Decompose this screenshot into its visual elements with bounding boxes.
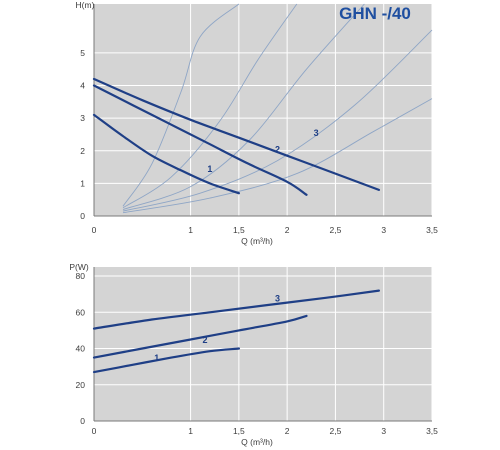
curve-1 bbox=[92, 347, 240, 374]
system-curve-5 bbox=[122, 98, 433, 214]
x-tick-label: 1 bbox=[188, 426, 193, 436]
y-tick-label: 1 bbox=[80, 178, 85, 188]
x-tick-label: 1,5 bbox=[233, 225, 245, 235]
system-curve-4 bbox=[122, 29, 433, 212]
curve-label-1: 1 bbox=[154, 353, 159, 363]
chart-title: GHN -/40 bbox=[339, 4, 411, 23]
x-tick-label: 3,5 bbox=[426, 426, 438, 436]
curve-label-2: 2 bbox=[203, 335, 208, 345]
y-tick-label: 80 bbox=[76, 271, 86, 281]
chart-panel-2: 0 1 1,5 2 2,5 3 3,5 0 20 40 60 80P(W) Q (m³/h) 1 2 3 bbox=[69, 262, 438, 447]
curve-3 bbox=[92, 289, 380, 330]
y-tick-label: 0 bbox=[80, 416, 85, 426]
x-axis-label: Q (m³/h) bbox=[241, 236, 273, 246]
curve-label-2: 2 bbox=[275, 144, 280, 154]
system-curve-2 bbox=[122, 3, 298, 209]
curve-label-3: 3 bbox=[314, 128, 319, 138]
x-tick-label: 2,5 bbox=[330, 426, 342, 436]
curve-1 bbox=[92, 113, 240, 195]
y-axis-label: H(m) bbox=[76, 0, 95, 10]
curve-2 bbox=[92, 84, 308, 196]
y-tick-label: 0 bbox=[80, 211, 85, 221]
y-tick-label: 40 bbox=[76, 344, 86, 354]
x-tick-label: 0 bbox=[92, 426, 97, 436]
x-tick-label: 1,5 bbox=[233, 426, 245, 436]
x-tick-label: 2 bbox=[285, 225, 290, 235]
y-tick-label: 60 bbox=[76, 307, 86, 317]
x-tick-label: 1 bbox=[188, 225, 193, 235]
y-tick-label: 5 bbox=[80, 48, 85, 58]
curve-2 bbox=[92, 314, 308, 359]
y-tick-label: 2 bbox=[80, 146, 85, 156]
x-tick-label: 3,5 bbox=[426, 225, 438, 235]
x-tick-label: 0 bbox=[92, 225, 97, 235]
system-curve-1 bbox=[122, 3, 240, 207]
x-tick-label: 3 bbox=[381, 225, 386, 235]
curve-3 bbox=[92, 77, 380, 191]
y-axis-label: P(W) bbox=[69, 262, 89, 272]
y-tick-label: 20 bbox=[76, 380, 86, 390]
x-axis-label: Q (m³/h) bbox=[241, 437, 273, 447]
x-tick-label: 3 bbox=[381, 426, 386, 436]
x-tick-label: 2 bbox=[285, 426, 290, 436]
x-tick-label: 2,5 bbox=[330, 225, 342, 235]
y-tick-label: 3 bbox=[80, 113, 85, 123]
plot-area bbox=[94, 4, 432, 216]
curve-label-3: 3 bbox=[275, 293, 280, 303]
plot-area bbox=[94, 267, 432, 421]
y-tick-label: 4 bbox=[80, 81, 85, 91]
curve-label-1: 1 bbox=[207, 164, 212, 174]
chart-panel-1: 0 1 1,5 2 2,5 3 3,5 0 1 2 3 4 5 H(m) Q (m³/h) 1 2 3 GHN -/… bbox=[76, 0, 439, 246]
